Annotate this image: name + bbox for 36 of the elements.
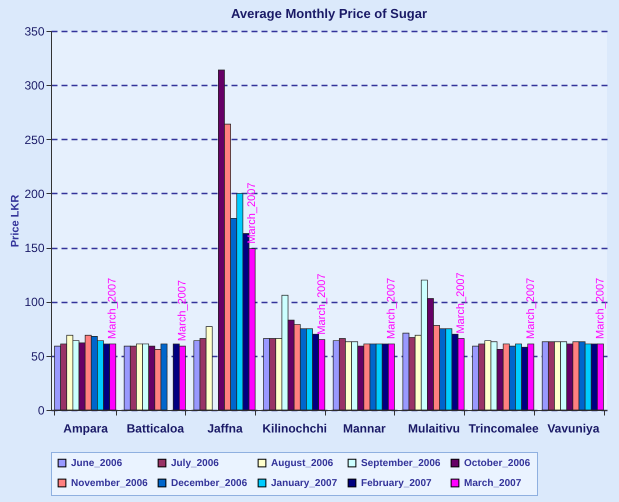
y-tick-label: 0 bbox=[38, 404, 45, 418]
y-tick-label: 300 bbox=[24, 78, 45, 93]
chart-title: Average Monthly Price of Sugar bbox=[230, 6, 428, 21]
y-tick-label: 250 bbox=[24, 132, 45, 147]
legend-label: August_2006 bbox=[271, 458, 334, 470]
y-tick-label: 100 bbox=[24, 295, 45, 310]
legend-label: February_2007 bbox=[361, 478, 432, 489]
legend-label: March_2007 bbox=[464, 478, 522, 489]
y-axis-title: Price LKR bbox=[9, 194, 22, 248]
legend-label: November_2006 bbox=[71, 478, 148, 489]
x-tick-label: Trincomalee bbox=[468, 422, 540, 436]
annotation: March_2007 bbox=[385, 278, 398, 339]
legend-label: July_2006 bbox=[171, 458, 220, 470]
annotation: March_2007 bbox=[316, 273, 328, 335]
legend-label: June_2006 bbox=[71, 458, 123, 470]
x-tick-label: Mulaitivu bbox=[408, 422, 460, 436]
y-tick-label: 150 bbox=[24, 241, 45, 256]
x-tick-label: Kilinochchi bbox=[262, 422, 327, 436]
annotation: March_2007 bbox=[455, 272, 468, 334]
legend-label: December_2006 bbox=[171, 478, 248, 489]
legend-label: January_2007 bbox=[271, 478, 338, 489]
y-tick-label: 350 bbox=[24, 24, 45, 38]
annotation: March_2007 bbox=[176, 280, 188, 342]
x-tick-label: Ampara bbox=[63, 422, 108, 436]
x-tick-label: Vavuniya bbox=[547, 422, 600, 436]
x-tick-label: Mannar bbox=[342, 422, 386, 436]
x-tick-label: Batticaloa bbox=[126, 422, 184, 436]
legend-label: September_2006 bbox=[361, 458, 441, 470]
annotation: March_2007 bbox=[594, 278, 606, 339]
annotation: March_2007 bbox=[246, 182, 258, 244]
x-tick-label: Jaffna bbox=[207, 422, 243, 436]
annotation: March_2007 bbox=[524, 278, 537, 339]
y-tick-label: 200 bbox=[24, 186, 45, 201]
legend-label: October_2006 bbox=[464, 458, 531, 470]
y-tick-label: 50 bbox=[31, 349, 45, 364]
annotation: March_2007 bbox=[106, 278, 119, 339]
